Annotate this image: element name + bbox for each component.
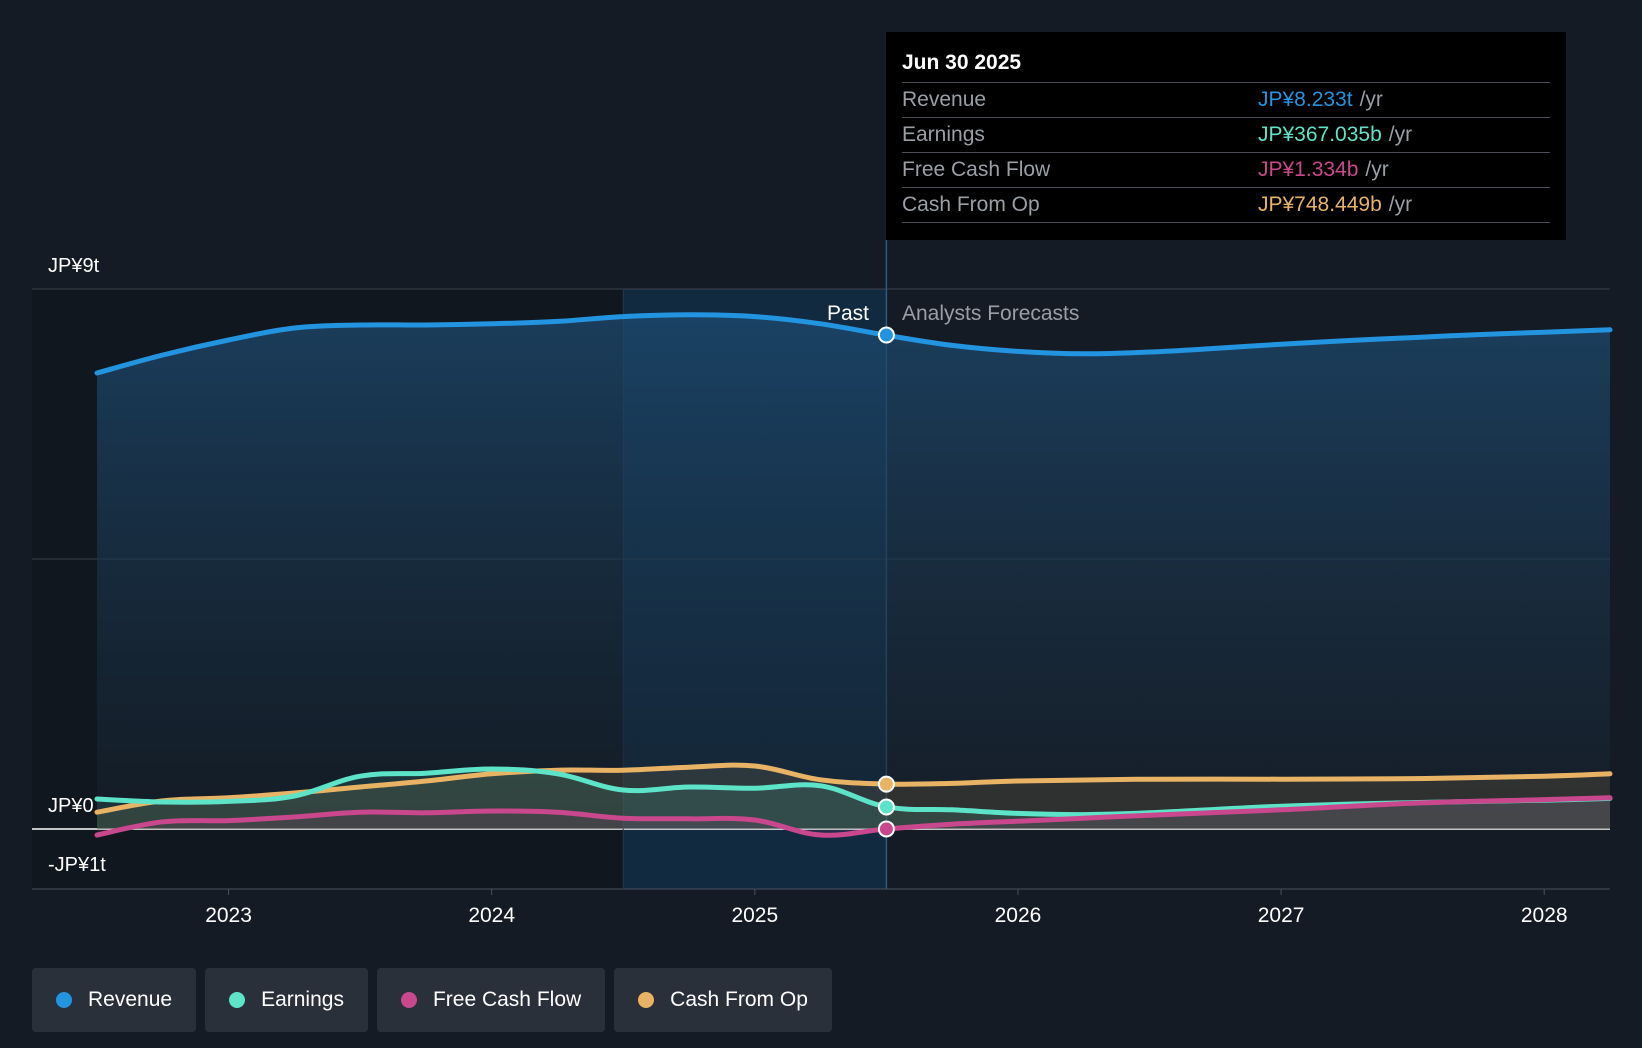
- earnings-dot-icon: [229, 992, 246, 1008]
- tooltip-unit: /yr: [1365, 158, 1389, 181]
- revenue-point[interactable]: [877, 326, 895, 344]
- tooltip-value: JP¥8.233t: [1258, 88, 1353, 111]
- past-label: Past: [827, 302, 869, 325]
- legend-item-free-cash-flow[interactable]: Free Cash Flow: [376, 968, 606, 1032]
- y-tick-label-top: JP¥9t: [48, 255, 100, 277]
- tooltip-row-earnings: Earnings JP¥367.035b /yr: [902, 117, 1550, 152]
- earnings-point[interactable]: [877, 798, 895, 816]
- cash_from_op-point[interactable]: [877, 775, 895, 793]
- tooltip-row-free-cash-flow: Free Cash Flow JP¥1.334b /yr: [902, 152, 1550, 187]
- revenue-area: [97, 314, 1610, 829]
- legend: Revenue Earnings Free Cash Flow Cash Fro…: [32, 968, 832, 1032]
- tooltip-row-revenue: Revenue JP¥8.233t /yr: [902, 82, 1550, 117]
- x-tick-label: 2026: [995, 904, 1042, 927]
- x-tick-label: 2024: [468, 904, 515, 927]
- tooltip-value: JP¥748.449b: [1258, 193, 1382, 216]
- x-tick-label: 2027: [1258, 904, 1305, 927]
- tooltip: Jun 30 2025 Revenue JP¥8.233t /yr Earnin…: [886, 32, 1566, 240]
- tooltip-row-cash-from-op: Cash From Op JP¥748.449b /yr: [902, 187, 1550, 223]
- tooltip-value: JP¥367.035b: [1258, 123, 1382, 146]
- x-tick-label: 2028: [1521, 904, 1568, 927]
- free-cash-flow-dot-icon: [400, 992, 417, 1008]
- free_cash_flow-point[interactable]: [877, 820, 895, 838]
- tooltip-unit: /yr: [1359, 88, 1383, 111]
- free_cash_flow-line: [94, 795, 1613, 838]
- legend-item-cash-from-op[interactable]: Cash From Op: [614, 968, 832, 1032]
- cash-from-op-dot-icon: [638, 992, 655, 1008]
- legend-label: Earnings: [261, 988, 344, 1011]
- tooltip-unit: /yr: [1388, 193, 1413, 216]
- tooltip-label: Cash From Op: [902, 193, 1040, 216]
- legend-label: Cash From Op: [670, 988, 808, 1011]
- legend-item-earnings[interactable]: Earnings: [205, 968, 368, 1032]
- tooltip-value: JP¥1.334b: [1258, 158, 1359, 181]
- legend-label: Free Cash Flow: [432, 988, 582, 1011]
- legend-item-revenue[interactable]: Revenue: [32, 968, 197, 1032]
- x-tick-label: 2025: [731, 904, 778, 927]
- y-tick-label-zero: JP¥0: [48, 795, 94, 817]
- tooltip-label: Free Cash Flow: [902, 158, 1051, 181]
- forecast-label: Analysts Forecasts: [902, 302, 1079, 325]
- tooltip-unit: /yr: [1388, 123, 1413, 146]
- y-tick-label-bottom: -JP¥1t: [48, 854, 106, 876]
- earnings-line: [94, 766, 1613, 818]
- free_cash_flow-area: [97, 797, 1610, 836]
- x-tick-label: 2023: [205, 904, 252, 927]
- revenue-dot-icon: [56, 992, 72, 1008]
- tooltip-label: Earnings: [902, 123, 985, 146]
- revenue-line: [94, 312, 1613, 376]
- legend-label: Revenue: [88, 988, 173, 1011]
- tooltip-label: Revenue: [902, 88, 987, 111]
- tooltip-date: Jun 30 2025: [902, 51, 1022, 74]
